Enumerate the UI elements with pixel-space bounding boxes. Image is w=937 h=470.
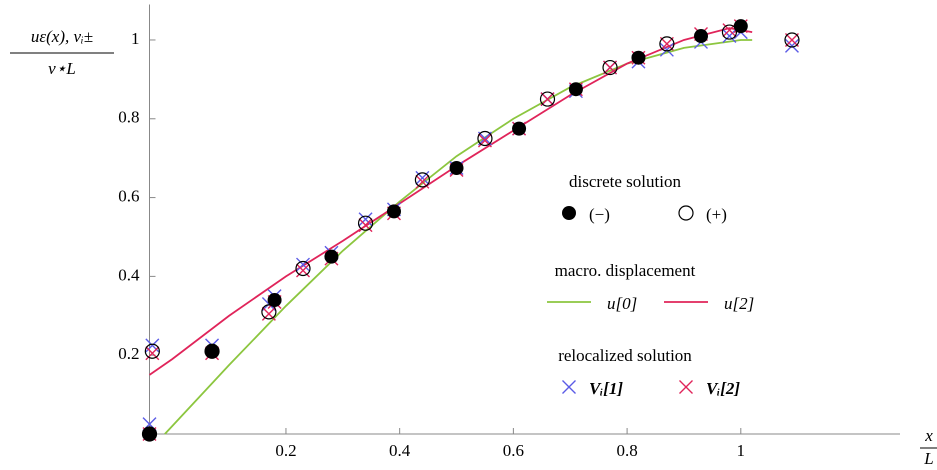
disc-marker [631, 50, 646, 65]
circle-marker [721, 24, 738, 40]
cross-marker [603, 60, 618, 75]
disc-marker [694, 29, 709, 44]
cross-marker [296, 263, 311, 278]
circle-marker [659, 36, 675, 52]
disc-marker [324, 249, 339, 264]
cross-marker [358, 218, 373, 233]
legend-label: Vᵢ[2] [706, 379, 740, 398]
disc-marker [205, 344, 220, 359]
disc-marker [386, 204, 401, 219]
cross-marker [415, 170, 430, 185]
cross-marker [477, 131, 492, 146]
circle-marker [477, 130, 493, 147]
legend-title: relocalized solution [558, 346, 692, 365]
disc-marker [512, 121, 527, 136]
cross-marker [722, 23, 737, 38]
legend-label: Vᵢ[1] [589, 379, 623, 398]
x-tick-label: 0.2 [275, 441, 296, 460]
y-label-numerator: uε(x), vᵢ± [31, 27, 93, 46]
cross-marker [477, 133, 492, 148]
disc-marker [267, 293, 282, 308]
legend-title: macro. displacement [555, 261, 696, 280]
legend-label: u[0] [607, 294, 637, 313]
legend-swatch [679, 380, 693, 394]
legend-label: (−) [589, 205, 610, 224]
cross-marker [784, 32, 799, 47]
y-tick-label: 0.2 [118, 344, 139, 363]
cross-marker [415, 174, 430, 189]
cross-marker [358, 212, 373, 227]
circle-marker [357, 215, 374, 231]
circle-marker [539, 91, 556, 107]
y-tick-label: 1 [131, 29, 140, 48]
cross-marker [659, 36, 674, 51]
x-label-denominator: L [923, 449, 933, 468]
cross-marker [722, 29, 737, 44]
cross-marker [145, 346, 160, 361]
legend-label: (+) [706, 205, 727, 224]
circle-marker [141, 426, 158, 442]
series-line [148, 27, 753, 376]
series-line [164, 39, 753, 435]
x-tick-label: 0.8 [616, 441, 637, 460]
legend-swatch [562, 380, 576, 394]
legend-swatch [562, 206, 576, 220]
circle-marker [144, 343, 160, 359]
x-tick-label: 0.4 [389, 441, 411, 460]
circle-marker [602, 59, 618, 76]
cross-marker [540, 92, 555, 107]
circle-marker [295, 260, 311, 277]
y-label-denominator: v⋆L [48, 59, 76, 78]
circle-marker [261, 304, 277, 320]
y-tick-label: 0.8 [118, 108, 139, 127]
legend-swatch [678, 205, 694, 221]
legend-title: discrete solution [569, 172, 681, 191]
cross-marker [784, 38, 799, 53]
cross-marker [296, 257, 311, 272]
x-tick-label: 1 [737, 441, 746, 460]
y-tick-label: 0.6 [118, 186, 139, 205]
circle-marker [784, 32, 800, 48]
disc-marker [449, 161, 464, 176]
x-tick-label: 0.6 [503, 441, 524, 460]
circle-marker [414, 172, 431, 188]
circle-marker [204, 343, 220, 359]
y-tick-label: 0.4 [118, 265, 140, 284]
legend-label: u[2] [724, 294, 754, 313]
x-label-numerator: x [924, 426, 933, 445]
cross-marker [659, 42, 674, 57]
disc-marker [568, 82, 583, 97]
disc-marker [142, 427, 157, 441]
cross-marker [261, 306, 276, 321]
disc-marker [733, 19, 748, 34]
